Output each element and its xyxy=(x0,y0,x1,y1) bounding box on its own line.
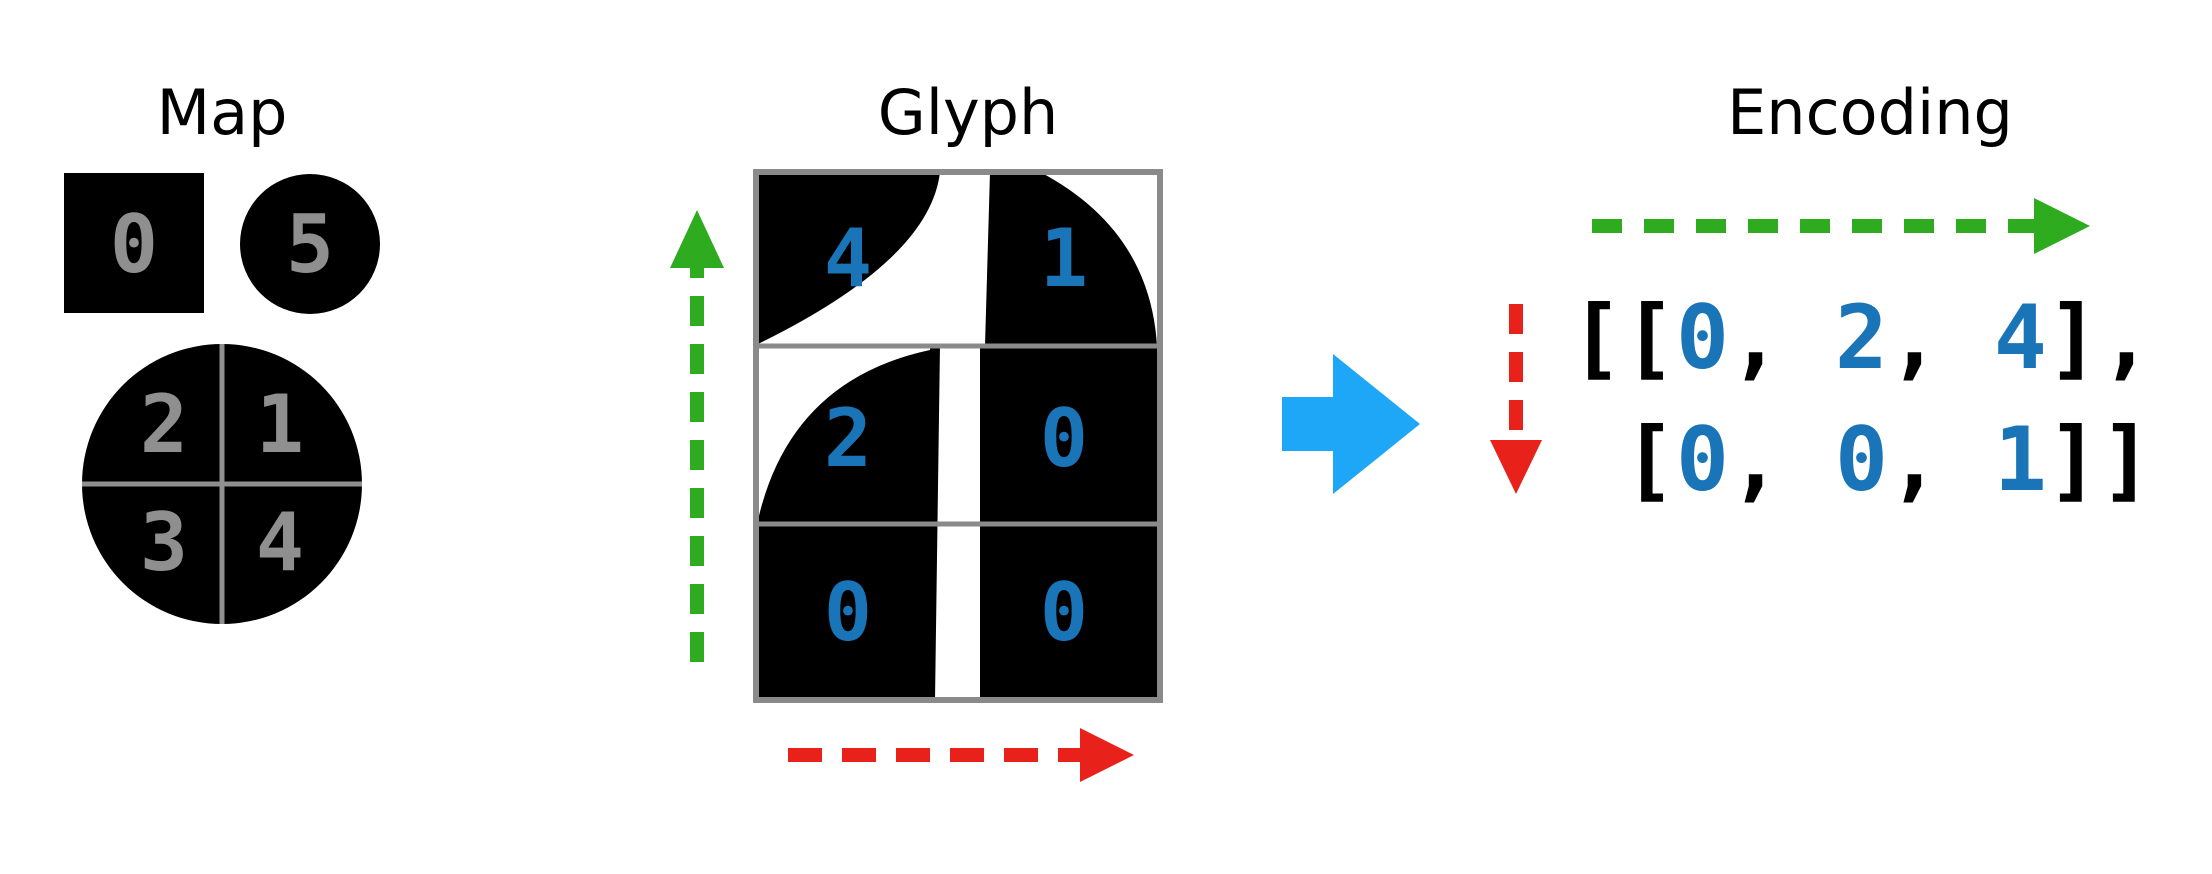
glyph-cell-r1-c2: 1 xyxy=(1040,212,1088,305)
encoding-row-2-sep-2: , xyxy=(1888,408,1994,511)
glyph-cell-r3-c1: 0 xyxy=(824,566,872,659)
red-arrowhead-right xyxy=(1080,728,1134,782)
glyph-shape-top-left xyxy=(756,172,940,342)
encoding-row-1: [[0, 2, 4], xyxy=(1570,286,2153,389)
glyph-cell-r3-c2: 0 xyxy=(1040,566,1088,659)
encoding-row-1-value-3: 4 xyxy=(1994,286,2047,389)
glyph-cell-r2-c1: 2 xyxy=(824,392,872,485)
encoding-row-2: [0, 0, 1]] xyxy=(1623,408,2153,511)
encoding-row-2-value-2: 0 xyxy=(1835,408,1888,511)
encoding-title: Encoding xyxy=(1727,76,2013,149)
map-circle-tile: 5 xyxy=(240,174,380,314)
dashed-down-arrow-icon xyxy=(1490,304,1542,494)
encoding-row-2-value-1: 0 xyxy=(1676,408,1729,511)
map-square-label: 0 xyxy=(110,198,158,291)
glyph-image: 4 1 2 0 0 0 xyxy=(753,169,1163,703)
map-circle-label: 5 xyxy=(286,198,334,291)
map-square-tile: 0 xyxy=(64,173,204,313)
dashed-right-arrow-icon xyxy=(1592,198,2090,254)
glyph-cell-r1-c1: 4 xyxy=(824,212,872,305)
encoding-row-1-sep-2: , xyxy=(1888,286,1994,389)
square-shape xyxy=(64,173,204,313)
glyph-gap-top-right xyxy=(992,172,1157,346)
encoding-row-1-close: ], xyxy=(2047,286,2153,389)
map-panel: Map 0 5 2 1 3 4 xyxy=(64,76,380,624)
big-right-arrow-icon xyxy=(1282,354,1420,494)
dashed-right-arrow-icon xyxy=(788,728,1134,782)
blue-transform-arrow xyxy=(1282,354,1420,494)
glyph-title: Glyph xyxy=(878,76,1059,149)
encoding-row-2-open: [ xyxy=(1623,408,1676,511)
glyph-panel: Glyph 4 1 2 0 0 0 xyxy=(670,76,1163,782)
encoding-row-2-value-3: 1 xyxy=(1994,408,2047,511)
red-arrowhead-down xyxy=(1490,440,1542,494)
glyph-gap-top-left xyxy=(758,172,985,346)
glyph-cell-r2-c2: 0 xyxy=(1040,392,1088,485)
map-title: Map xyxy=(157,76,288,149)
encoding-row-1-value-2: 2 xyxy=(1835,286,1888,389)
green-arrowhead-up xyxy=(670,210,724,268)
glyph-gap-middle-left xyxy=(758,346,930,520)
encoding-row-2-sep-1: , xyxy=(1729,408,1835,511)
quadrant-label-bottom-right: 4 xyxy=(256,496,304,589)
glyph-gap-sliver xyxy=(985,172,990,346)
encoding-row-1-value-1: 0 xyxy=(1676,286,1729,389)
green-arrowhead-right xyxy=(2034,198,2090,254)
quadrant-label-top-right: 1 xyxy=(256,378,304,471)
quadrant-label-top-left: 2 xyxy=(140,378,188,471)
glyph-grid-border xyxy=(753,169,1163,703)
encoding-row-2-close: ]] xyxy=(2047,408,2153,511)
dashed-up-arrow-icon xyxy=(670,210,724,662)
map-quadrant-circle: 2 1 3 4 xyxy=(82,344,362,624)
encoding-row-1-sep-1: , xyxy=(1729,286,1835,389)
encoding-panel: Encoding [[0, 2, 4], [0, 0, 1]] xyxy=(1490,76,2153,511)
circle-shape xyxy=(240,174,380,314)
quadrant-label-bottom-left: 3 xyxy=(140,496,188,589)
encoding-row-1-open: [[ xyxy=(1570,286,1676,389)
